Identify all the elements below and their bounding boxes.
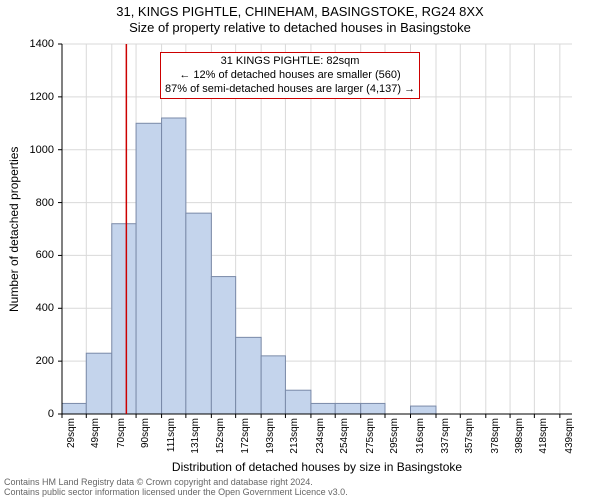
histogram-bar bbox=[186, 213, 212, 414]
y-tick-label: 1000 bbox=[30, 144, 54, 156]
histogram-bar bbox=[86, 353, 112, 414]
histogram-bar bbox=[335, 403, 361, 414]
histogram-bar bbox=[162, 118, 186, 414]
plot-svg bbox=[62, 44, 572, 414]
histogram-bar bbox=[211, 277, 235, 414]
x-axis-label: Distribution of detached houses by size … bbox=[62, 460, 572, 474]
histogram-bar bbox=[285, 390, 311, 414]
histogram-bar bbox=[112, 224, 136, 414]
histogram-bar bbox=[361, 403, 385, 414]
annotation-line-1: 31 KINGS PIGHTLE: 82sqm bbox=[165, 55, 415, 69]
x-tick-label: 378sqm bbox=[490, 418, 501, 454]
footer-attribution: Contains HM Land Registry data © Crown c… bbox=[4, 478, 596, 498]
annotation-box: 31 KINGS PIGHTLE: 82sqm← 12% of detached… bbox=[160, 52, 420, 99]
x-tick-label: 295sqm bbox=[389, 418, 400, 454]
y-tick-label: 0 bbox=[48, 408, 54, 420]
plot-area: 31 KINGS PIGHTLE: 82sqm← 12% of detached… bbox=[62, 44, 572, 414]
title-line-1: 31, KINGS PIGHTLE, CHINEHAM, BASINGSTOKE… bbox=[0, 4, 600, 20]
histogram-bar bbox=[411, 406, 437, 414]
x-tick-label: 254sqm bbox=[339, 418, 350, 454]
x-tick-label: 29sqm bbox=[66, 418, 77, 448]
histogram-bar bbox=[136, 123, 162, 414]
x-tick-label: 275sqm bbox=[365, 418, 376, 454]
x-tick-label: 193sqm bbox=[265, 418, 276, 454]
histogram-bar bbox=[236, 337, 262, 414]
y-tick-label: 200 bbox=[36, 355, 54, 367]
x-tick-label: 90sqm bbox=[140, 418, 151, 448]
x-tick-label: 398sqm bbox=[514, 418, 525, 454]
x-tick-label: 111sqm bbox=[166, 418, 177, 452]
y-tick-label: 1400 bbox=[30, 38, 54, 50]
x-tick-label: 316sqm bbox=[415, 418, 426, 454]
chart-container: 31, KINGS PIGHTLE, CHINEHAM, BASINGSTOKE… bbox=[0, 0, 600, 500]
x-tick-labels: 29sqm 49sqm 70sqm 90sqm 111sqm 131sqm 152sqm 17… bbox=[62, 414, 572, 460]
x-tick-label: 418sqm bbox=[538, 418, 549, 454]
x-tick-label: 70sqm bbox=[116, 418, 127, 448]
y-tick-label: 600 bbox=[36, 249, 54, 261]
y-tick-labels: 0200400600800100012001400 bbox=[0, 44, 58, 414]
histogram-bar bbox=[62, 403, 86, 414]
x-tick-label: 131sqm bbox=[190, 418, 201, 454]
y-tick-label: 400 bbox=[36, 302, 54, 314]
x-tick-label: 172sqm bbox=[240, 418, 251, 454]
annotation-line-2: ← 12% of detached houses are smaller (56… bbox=[165, 69, 415, 83]
footer-line-2: Contains public sector information licen… bbox=[4, 488, 596, 498]
x-tick-label: 357sqm bbox=[464, 418, 475, 454]
y-tick-label: 1200 bbox=[30, 91, 54, 103]
histogram-bar bbox=[261, 356, 285, 414]
annotation-line-3: 87% of semi-detached houses are larger (… bbox=[165, 83, 415, 97]
x-tick-label: 234sqm bbox=[315, 418, 326, 454]
title-line-2: Size of property relative to detached ho… bbox=[0, 20, 600, 36]
x-tick-label: 439sqm bbox=[564, 418, 575, 454]
histogram-bar bbox=[311, 403, 335, 414]
x-tick-label: 49sqm bbox=[90, 418, 101, 448]
x-tick-label: 337sqm bbox=[440, 418, 451, 454]
y-tick-label: 800 bbox=[36, 197, 54, 209]
x-tick-label: 213sqm bbox=[289, 418, 300, 454]
x-tick-label: 152sqm bbox=[215, 418, 226, 454]
title-block: 31, KINGS PIGHTLE, CHINEHAM, BASINGSTOKE… bbox=[0, 0, 600, 37]
